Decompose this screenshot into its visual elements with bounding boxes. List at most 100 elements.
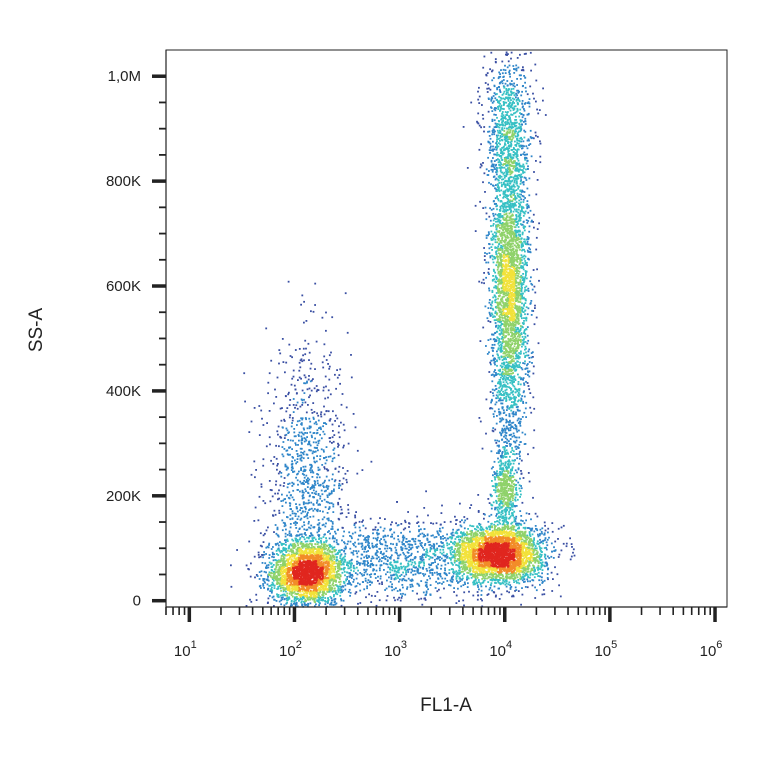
scatter-point [306,536,308,539]
scatter-point [522,121,525,123]
scatter-point [270,562,273,565]
scatter-point [372,568,375,570]
scatter-point [285,433,288,436]
scatter-point [308,359,310,361]
scatter-point [499,397,502,399]
scatter-point [517,187,519,190]
scatter-point [334,591,337,593]
scatter-point [330,351,332,354]
scatter-point [300,303,302,306]
scatter-point [535,248,538,251]
scatter-point [488,243,491,246]
scatter-point [454,532,457,534]
scatter-point [452,578,454,581]
scatter-point [523,108,525,110]
scatter-point [516,149,518,152]
scatter-point [404,527,407,530]
scatter-point [321,482,324,485]
scatter-point [399,563,402,565]
scatter-point [340,604,343,607]
scatter-point [444,555,447,558]
scatter-point [489,315,492,317]
scatter-point [480,143,482,146]
scatter-point [573,554,576,557]
scatter-point [328,502,331,505]
scatter-point [515,214,517,217]
scatter-point [310,534,313,536]
scatter-point [514,403,517,405]
scatter-point [262,584,265,587]
scatter-point [258,578,261,580]
scatter-point [313,387,316,390]
scatter-point [370,557,373,560]
scatter-point [274,492,277,495]
scatter-point [494,58,497,60]
scatter-point [535,134,537,137]
scatter-point [508,465,510,467]
scatter-point [532,579,535,582]
scatter-point [522,181,525,184]
scatter-point [492,169,494,171]
scatter-point [511,397,513,400]
scatter-point [341,512,344,515]
scatter-point [525,90,527,93]
scatter-point [258,405,261,407]
scatter-point [372,537,375,540]
scatter-point [519,455,521,458]
scatter-point [494,428,497,431]
scatter-point [422,553,424,556]
scatter-point [368,546,370,549]
scatter-point [298,439,300,442]
scatter-point [502,68,505,71]
scatter-point [510,113,512,116]
scatter-point [518,162,521,165]
scatter-point [329,418,332,420]
scatter-point [288,416,291,419]
scatter-point [329,603,331,606]
scatter-point [422,591,425,594]
scatter-point [472,525,475,528]
scatter-point [316,523,319,526]
scatter-point [533,567,535,569]
scatter-point [414,543,417,545]
scatter-point [523,227,525,230]
scatter-point [442,554,445,557]
scatter-point [402,578,405,580]
scatter-point [504,451,507,454]
scatter-point [275,457,278,460]
scatter-point [263,553,266,556]
scatter-point [513,85,516,88]
scatter-point [537,571,540,574]
scatter-point [502,101,505,103]
scatter-point [523,165,525,168]
scatter-point [323,413,326,416]
scatter-point [276,553,278,555]
scatter-point [459,571,462,574]
scatter-point [435,542,438,545]
scatter-point [498,102,500,104]
scatter-point [308,526,310,529]
scatter-point [526,586,529,589]
scatter-point [311,539,314,541]
scatter-point [527,371,530,374]
scatter-point [516,150,519,153]
scatter-point [309,425,312,428]
scatter-point [273,585,276,587]
scatter-point [447,562,450,565]
scatter-point [517,208,520,211]
scatter-point [481,104,483,106]
scatter-point [520,217,522,219]
scatter-point [312,402,315,404]
scatter-point [304,540,307,543]
scatter-point [520,173,523,176]
scatter-point [427,514,429,517]
scatter-point [304,438,307,440]
scatter-point [517,211,520,214]
scatter-point [302,433,305,436]
scatter-point [410,563,413,566]
scatter-point [508,443,511,445]
scatter-point [507,100,510,102]
scatter-point [333,452,336,455]
scatter-point [496,140,498,143]
scatter-point [497,342,500,345]
